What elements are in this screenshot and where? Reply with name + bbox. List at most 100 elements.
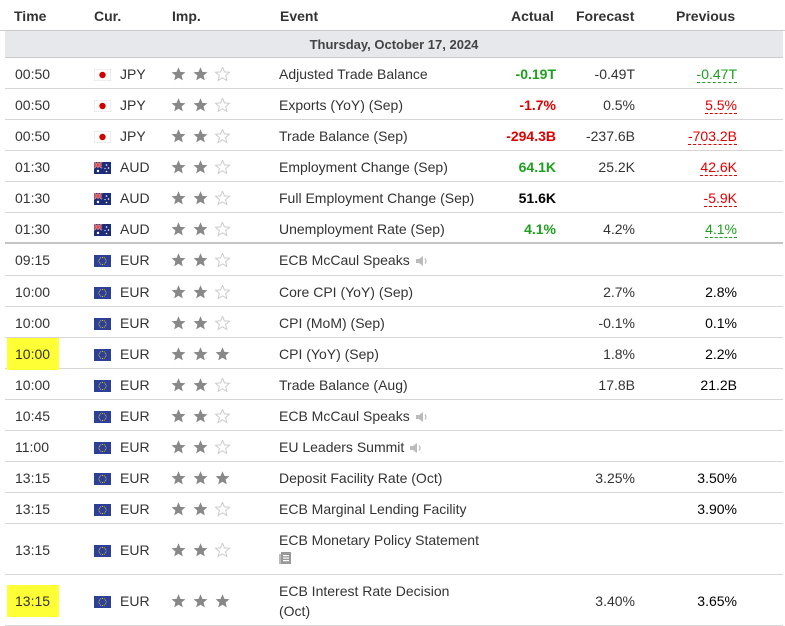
previous-value: 21.2B xyxy=(700,377,737,393)
currency-code: AUD xyxy=(120,159,150,175)
table-row[interactable]: 00:50 JPY Exports (YoY) (Sep) -1.7% 0.5% 5.5% xyxy=(5,89,783,120)
table-row[interactable]: 13:15 EUR ECB Interest Rate Decision (Oct) 3… xyxy=(5,575,783,626)
previous-value[interactable]: -0.47T xyxy=(696,66,737,83)
event-name: Trade Balance (Sep) xyxy=(279,128,408,144)
header-currency[interactable]: Cur. xyxy=(94,8,122,24)
event-time: 11:00 xyxy=(15,439,49,455)
currency-code: EUR xyxy=(120,346,150,362)
importance-stars-icon xyxy=(171,65,233,82)
importance-stars-icon xyxy=(171,220,233,237)
event-time: 01:30 xyxy=(15,190,51,206)
speaker-icon[interactable] xyxy=(404,439,423,455)
table-row[interactable]: 00:50 JPY Trade Balance (Sep) -294.3B -237.6… xyxy=(5,120,783,151)
currency-code: EUR xyxy=(120,252,150,268)
table-row[interactable]: 10:45 EUR ECB McCaul Speaks xyxy=(5,400,783,431)
event-name-link[interactable]: CPI (YoY) (Sep) xyxy=(279,346,379,362)
event-name-link[interactable]: Deposit Facility Rate (Oct) xyxy=(279,470,442,486)
currency-code: EUR xyxy=(120,501,150,517)
currency-code: EUR xyxy=(120,315,150,331)
eu-flag xyxy=(94,472,111,485)
table-row[interactable]: 11:00 EUR EU Leaders Summit xyxy=(5,431,783,462)
eu-flag xyxy=(94,286,111,299)
previous-value[interactable]: 42.6K xyxy=(700,159,737,176)
jp-flag xyxy=(93,68,112,82)
currency-code: EUR xyxy=(120,470,150,486)
event-name: Deposit Facility Rate (Oct) xyxy=(279,470,443,486)
event-name-link[interactable]: Adjusted Trade Balance xyxy=(279,66,428,82)
previous-cell: 0.1% xyxy=(705,315,737,331)
event-name-link[interactable]: Core CPI (YoY) (Sep) xyxy=(279,284,413,300)
previous-value[interactable]: 5.5% xyxy=(705,97,737,114)
speaker-icon[interactable] xyxy=(410,408,429,424)
event-name: ECB McCaul Speaks xyxy=(279,408,410,424)
previous-cell: 42.6K xyxy=(700,159,737,176)
event-name-link[interactable]: ECB Monetary Policy Statement xyxy=(279,530,479,570)
event-name-link[interactable]: Full Employment Change (Sep) xyxy=(279,190,474,206)
event-name-link[interactable]: EU Leaders Summit xyxy=(279,439,423,455)
event-name-link[interactable]: ECB Marginal Lending Facility xyxy=(279,501,467,517)
previous-cell: 2.8% xyxy=(705,284,737,300)
header-previous[interactable]: Previous xyxy=(676,8,736,24)
event-name-link[interactable]: Unemployment Rate (Sep) xyxy=(279,221,445,237)
event-time: 13:15 xyxy=(15,470,51,486)
event-name: ECB Marginal Lending Facility xyxy=(279,501,467,517)
currency-code: AUD xyxy=(120,190,150,206)
table-row[interactable]: 01:30 AUD Unemployment Rate (Sep) 4.1% 4.2% 4… xyxy=(5,213,783,244)
event-name: ECB McCaul Speaks xyxy=(279,252,410,268)
day-separator: Thursday, October 17, 2024 xyxy=(5,31,783,58)
event-time: 10:00 xyxy=(15,377,51,393)
forecast-value: 25.2K xyxy=(598,159,635,175)
previous-cell: 2.2% xyxy=(705,346,737,362)
event-name: EU Leaders Summit xyxy=(279,439,405,455)
importance-stars-icon xyxy=(171,158,233,175)
header-importance[interactable]: Imp. xyxy=(172,8,201,24)
table-row[interactable]: 10:00 EUR CPI (YoY) (Sep) 1.8% 2.2% xyxy=(5,338,783,370)
table-row[interactable]: 10:00 EUR CPI (MoM) (Sep) -0.1% 0.1% xyxy=(5,307,783,338)
document-icon[interactable] xyxy=(279,552,293,568)
importance-stars-icon xyxy=(171,438,233,455)
table-row[interactable]: 01:30 AUD Employment Change (Sep) 64.1K 25.2… xyxy=(5,151,783,182)
jp-flag xyxy=(93,99,112,113)
previous-value[interactable]: -5.9K xyxy=(703,190,737,207)
eu-flag xyxy=(94,348,111,361)
header-forecast[interactable]: Forecast xyxy=(576,8,635,24)
event-name-link[interactable]: Employment Change (Sep) xyxy=(279,159,448,175)
event-name-link[interactable]: Trade Balance (Aug) xyxy=(279,377,408,393)
previous-cell: 5.5% xyxy=(705,97,737,114)
importance-stars-icon xyxy=(171,594,233,609)
table-row[interactable]: 10:00 EUR Trade Balance (Aug) 17.8B 21.2B xyxy=(5,369,783,400)
table-row[interactable]: 13:15 EUR Deposit Facility Rate (Oct) 3.25%… xyxy=(5,462,783,493)
event-name-link[interactable]: Exports (YoY) (Sep) xyxy=(279,97,403,113)
speaker-icon[interactable] xyxy=(410,252,429,268)
forecast-value: 17.8B xyxy=(598,377,635,393)
event-name-link[interactable]: CPI (MoM) (Sep) xyxy=(279,315,385,331)
table-row[interactable]: 00:50 JPY Adjusted Trade Balance -0.19T -0.4… xyxy=(5,58,783,89)
header-event[interactable]: Event xyxy=(280,8,319,24)
currency-code: EUR xyxy=(120,593,150,609)
table-row[interactable]: 01:30 AUD Full Employment Change (Sep) 51.6… xyxy=(5,182,783,213)
event-name-link[interactable]: ECB McCaul Speaks xyxy=(279,252,429,268)
header-time[interactable]: Time xyxy=(14,8,47,24)
au-flag xyxy=(93,161,111,174)
table-row[interactable]: 09:15 EUR ECB McCaul Speaks xyxy=(5,244,783,276)
table-row[interactable]: 13:15 EUR ECB Marginal Lending Facility 3.9… xyxy=(5,493,783,524)
previous-value[interactable]: -703.2B xyxy=(687,128,737,145)
previous-value: 3.50% xyxy=(697,470,737,486)
currency-code: JPY xyxy=(120,128,146,144)
event-time: 10:45 xyxy=(15,408,51,424)
event-name-link[interactable]: ECB Interest Rate Decision (Oct) xyxy=(279,581,449,621)
event-name: Unemployment Rate (Sep) xyxy=(279,221,445,237)
event-name-link[interactable]: ECB McCaul Speaks xyxy=(279,408,429,424)
table-row[interactable]: 13:15 EUR ECB Monetary Policy Statement xyxy=(5,524,783,575)
event-time: 10:00 xyxy=(15,315,51,331)
previous-value[interactable]: 4.1% xyxy=(705,221,737,238)
eu-flag xyxy=(94,503,111,516)
event-name-link[interactable]: Trade Balance (Sep) xyxy=(279,128,408,144)
event-time: 00:50 xyxy=(15,128,51,144)
event-name: Employment Change (Sep) xyxy=(279,159,448,175)
event-time: 10:00 xyxy=(7,338,60,370)
event-name: Exports (YoY) (Sep) xyxy=(279,97,403,113)
forecast-value: 3.40% xyxy=(595,593,635,609)
header-actual[interactable]: Actual xyxy=(511,8,554,24)
table-row[interactable]: 10:00 EUR Core CPI (YoY) (Sep) 2.7% 2.8% xyxy=(5,276,783,307)
